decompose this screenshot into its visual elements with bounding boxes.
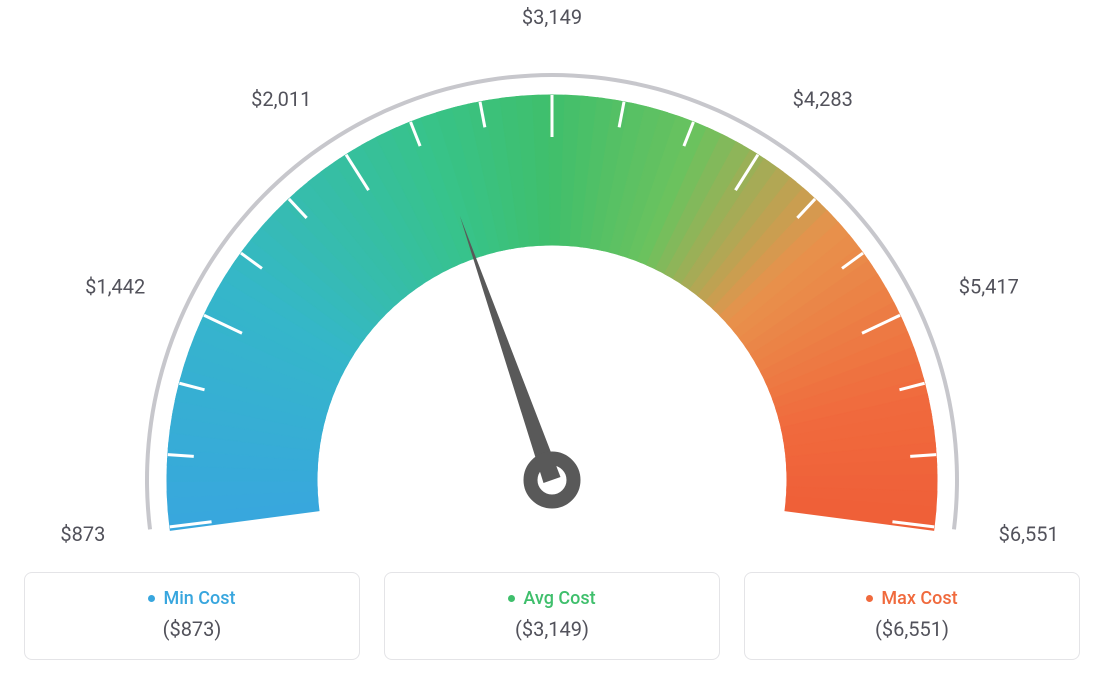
gauge-tick-label: $6,551 [999,522,1059,546]
gauge-tick-label: $1,442 [85,274,145,298]
gauge-tick-label: $5,417 [959,274,1019,298]
legend-min-value: ($873) [45,617,339,641]
gauge-tick-label: $2,011 [251,87,311,111]
legend-max-value: ($6,551) [765,617,1059,641]
legend-max: Max Cost ($6,551) [744,572,1080,660]
legend-avg: Avg Cost ($3,149) [384,572,720,660]
legend-max-label: Max Cost [866,588,957,609]
gauge-tick-label: $3,149 [522,5,582,29]
gauge-tick-label: $873 [60,522,105,546]
gauge-needle [460,216,561,483]
legend-avg-label: Avg Cost [508,588,595,609]
cost-gauge: $873 $1,442 $2,011 $3,149 $4,283 $5,417 $6,551 [0,0,1104,560]
legend-min: Min Cost ($873) [24,572,360,660]
legend-row: Min Cost ($873) Avg Cost ($3,149) Max Co… [0,572,1104,660]
gauge-svg: $873 $1,442 $2,011 $3,149 $4,283 $5,417 $6,551 [0,0,1104,560]
legend-min-label: Min Cost [148,588,235,609]
legend-avg-value: ($3,149) [405,617,699,641]
gauge-tick-label: $4,283 [793,87,853,111]
